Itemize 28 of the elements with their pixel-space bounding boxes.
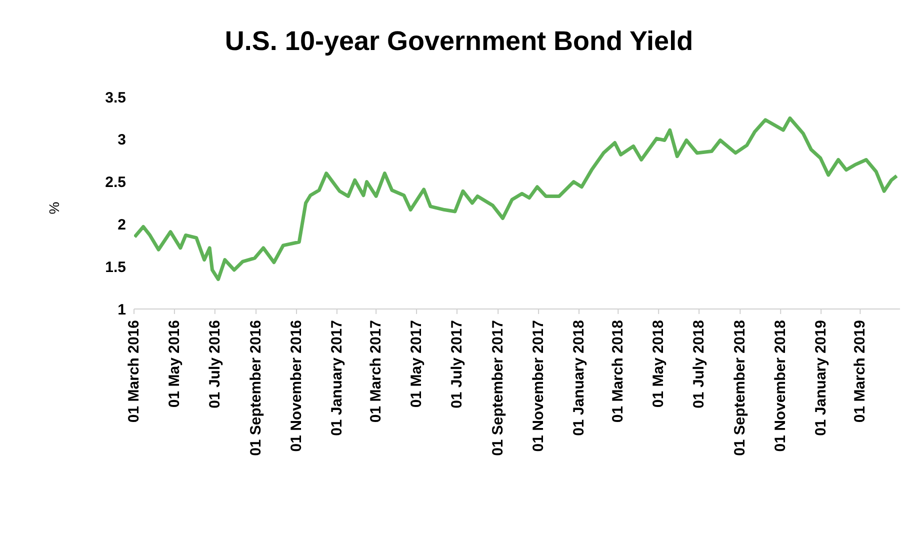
x-tick-label: 01 March 2019 (852, 320, 869, 423)
x-tick-label: 01 September 2016 (248, 320, 265, 456)
x-tick-label: 01 November 2017 (530, 320, 548, 452)
x-tick-label: 01 September 2018 (732, 320, 749, 456)
x-tick-label: 01 May 2018 (650, 320, 668, 408)
line-series (134, 116, 898, 282)
x-tick-label: 01 May 2016 (166, 320, 183, 408)
x-tick-label: 01 September 2017 (490, 320, 507, 456)
x-tick-label: 01 May 2017 (408, 320, 426, 408)
x-tick-label: 01 July 2016 (206, 320, 224, 408)
x-tick-label: 01 November 2016 (288, 320, 305, 452)
x-tick-label: 01 January 2018 (570, 320, 588, 436)
x-tick-label: 01 March 2016 (126, 320, 142, 423)
y-tick-label: 1.5 (105, 258, 126, 276)
y-tick-label: 3 (118, 132, 126, 149)
x-tick-label: 01 January 2017 (328, 320, 346, 436)
y-tick-label: 2.5 (105, 174, 126, 192)
x-tick-label: 01 July 2018 (690, 320, 708, 408)
x-tick-label: 01 July 2017 (448, 320, 466, 408)
y-tick-label: 2 (118, 216, 126, 234)
y-tick-label: 3.5 (105, 89, 126, 106)
chart-title: U.S. 10-year Government Bond Yield (224, 26, 694, 57)
y-axis-title: % (46, 202, 62, 214)
y-tick-label: 1 (118, 301, 126, 318)
x-tick-label: 01 March 2018 (610, 320, 627, 423)
x-tick-label: 01 January 2019 (812, 320, 830, 436)
x-tick-label: 01 March 2017 (368, 320, 385, 423)
x-tick-label: 01 November 2018 (772, 320, 790, 452)
